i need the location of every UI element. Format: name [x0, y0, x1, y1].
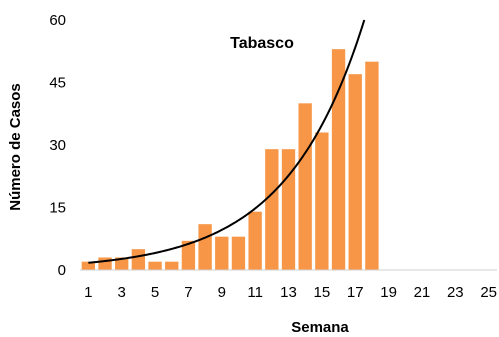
- x-tick-label: 23: [447, 284, 464, 301]
- y-tick-labels: 0 15 30 45 60: [49, 12, 66, 279]
- x-tick-label: 5: [151, 284, 159, 301]
- y-tick-label: 15: [49, 200, 66, 217]
- bar-week-2: [98, 257, 112, 270]
- x-axis-title: Semana: [291, 319, 349, 336]
- x-tick-label: 7: [184, 284, 192, 301]
- bar-week-5: [148, 261, 162, 270]
- bar-week-6: [165, 261, 179, 270]
- x-tick-label: 19: [380, 284, 397, 301]
- y-tick-label: 45: [49, 75, 66, 92]
- bar-week-4: [131, 249, 146, 270]
- x-tick-label: 17: [347, 284, 364, 301]
- x-tick-label: 25: [480, 284, 497, 301]
- x-tick-label: 3: [118, 284, 126, 301]
- bar-week-11: [248, 211, 262, 270]
- bar-week-9: [215, 236, 229, 270]
- x-tick-label: 1: [84, 284, 92, 301]
- bar-week-16: [331, 49, 346, 270]
- bars: [81, 49, 379, 270]
- chart-title: Tabasco: [230, 35, 294, 52]
- x-tick-label: 15: [314, 284, 331, 301]
- bar-week-18: [365, 61, 379, 270]
- bar-week-17: [348, 74, 362, 270]
- bar-week-15: [315, 132, 329, 270]
- y-tick-label: 30: [49, 137, 66, 154]
- x-tick-label: 11: [247, 284, 263, 301]
- bar-week-13: [281, 149, 296, 270]
- x-tick-label: 21: [414, 284, 431, 301]
- bar-week-7: [181, 240, 196, 270]
- bar-week-12: [265, 149, 279, 270]
- y-tick-label: 60: [49, 12, 66, 29]
- x-tick-label: 13: [280, 284, 297, 301]
- y-tick-label: 0: [58, 262, 66, 279]
- bar-week-14: [298, 103, 312, 270]
- x-tick-labels: 1 3 5 7 9 11 13 15 17 19 21 23 25: [84, 284, 497, 301]
- bar-week-8: [198, 224, 212, 270]
- trendline: [88, 19, 366, 264]
- bar-week-3: [115, 257, 129, 270]
- bar-week-10: [231, 236, 246, 270]
- bar-week-1: [81, 261, 96, 270]
- y-axis-title: Número de Casos: [7, 83, 24, 211]
- x-tick-label: 9: [218, 284, 226, 301]
